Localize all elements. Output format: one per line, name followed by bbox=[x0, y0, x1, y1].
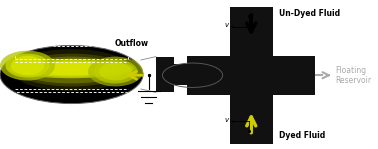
Ellipse shape bbox=[99, 63, 132, 80]
Ellipse shape bbox=[17, 54, 127, 86]
Ellipse shape bbox=[11, 56, 44, 75]
Text: Outflow: Outflow bbox=[115, 39, 149, 48]
Ellipse shape bbox=[6, 54, 50, 77]
Ellipse shape bbox=[9, 59, 134, 78]
Text: $v_+$: $v_+$ bbox=[224, 117, 234, 126]
Text: $v_+$: $v_+$ bbox=[224, 22, 234, 31]
Ellipse shape bbox=[0, 51, 55, 80]
Ellipse shape bbox=[11, 49, 132, 91]
FancyBboxPatch shape bbox=[156, 57, 174, 92]
Text: Floating
Reservoir: Floating Reservoir bbox=[336, 66, 372, 85]
FancyBboxPatch shape bbox=[187, 56, 315, 95]
Circle shape bbox=[0, 45, 143, 104]
Ellipse shape bbox=[24, 62, 119, 75]
FancyBboxPatch shape bbox=[230, 7, 273, 144]
Ellipse shape bbox=[17, 60, 127, 77]
Ellipse shape bbox=[20, 57, 123, 83]
Ellipse shape bbox=[88, 57, 143, 86]
Ellipse shape bbox=[93, 60, 138, 83]
FancyBboxPatch shape bbox=[174, 64, 189, 85]
Text: Dyed Fluid: Dyed Fluid bbox=[279, 131, 325, 140]
Text: Un-Dyed Fluid: Un-Dyed Fluid bbox=[279, 9, 340, 18]
